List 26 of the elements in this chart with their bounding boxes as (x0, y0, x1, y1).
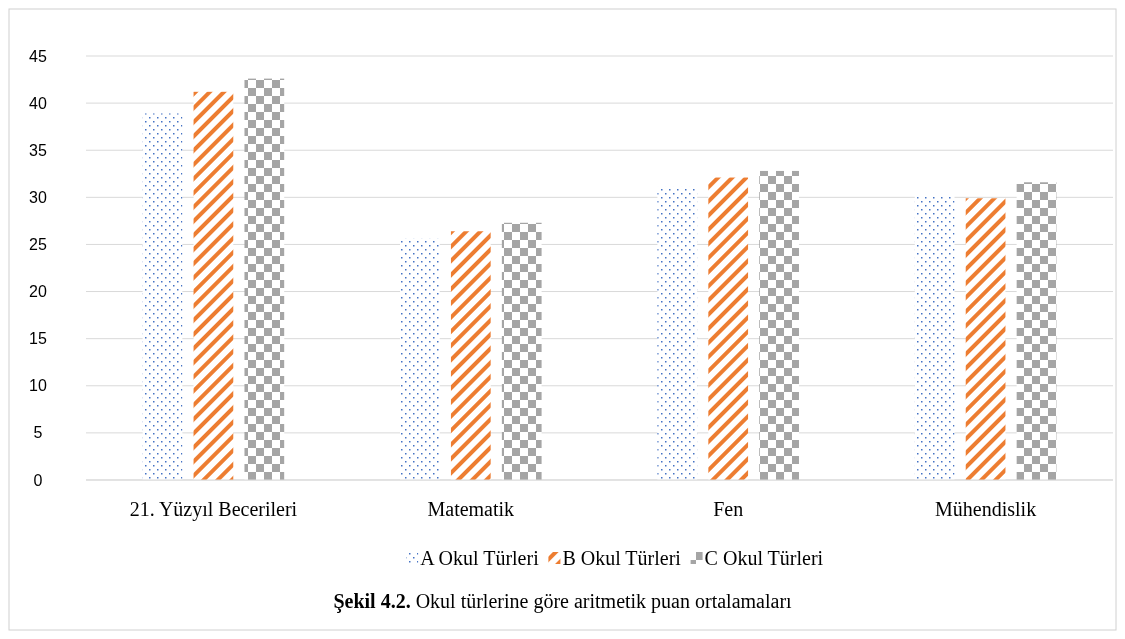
x-tick-label: Matematik (427, 498, 515, 520)
x-tick-label: Fen (713, 498, 744, 520)
bar (193, 91, 234, 480)
text: Şekil 4.2. Okul türlerine göre aritmetik puan ortalamaları (333, 590, 793, 613)
y-tick-label: 30 (29, 188, 47, 206)
bar (1016, 182, 1057, 480)
y-tick-label: 0 (33, 471, 43, 489)
y-tick-label: 20 (29, 283, 47, 301)
bar (759, 170, 799, 480)
bar (244, 78, 285, 480)
y-tick-label: 25 (29, 236, 47, 254)
y-tick-label: 35 (29, 141, 47, 159)
y-tick-label: 5 (33, 424, 43, 442)
legend-label: B Okul Türleri (562, 547, 682, 569)
y-tick-label: 15 (29, 330, 47, 348)
y-tick-label: 10 (29, 377, 47, 395)
bar (965, 198, 1006, 480)
y-tick-label: 40 (29, 94, 47, 112)
bar (450, 231, 491, 480)
x-tick-label: 21. Yüzyıl Becerileri (129, 498, 298, 521)
legend-label: C Okul Türleri (704, 547, 824, 569)
x-tick-label: Mühendislik (935, 498, 1037, 520)
bar (708, 177, 749, 480)
bar (501, 222, 542, 480)
legend-label: A Okul Türleri (420, 547, 540, 569)
y-tick-label: 45 (29, 47, 47, 65)
